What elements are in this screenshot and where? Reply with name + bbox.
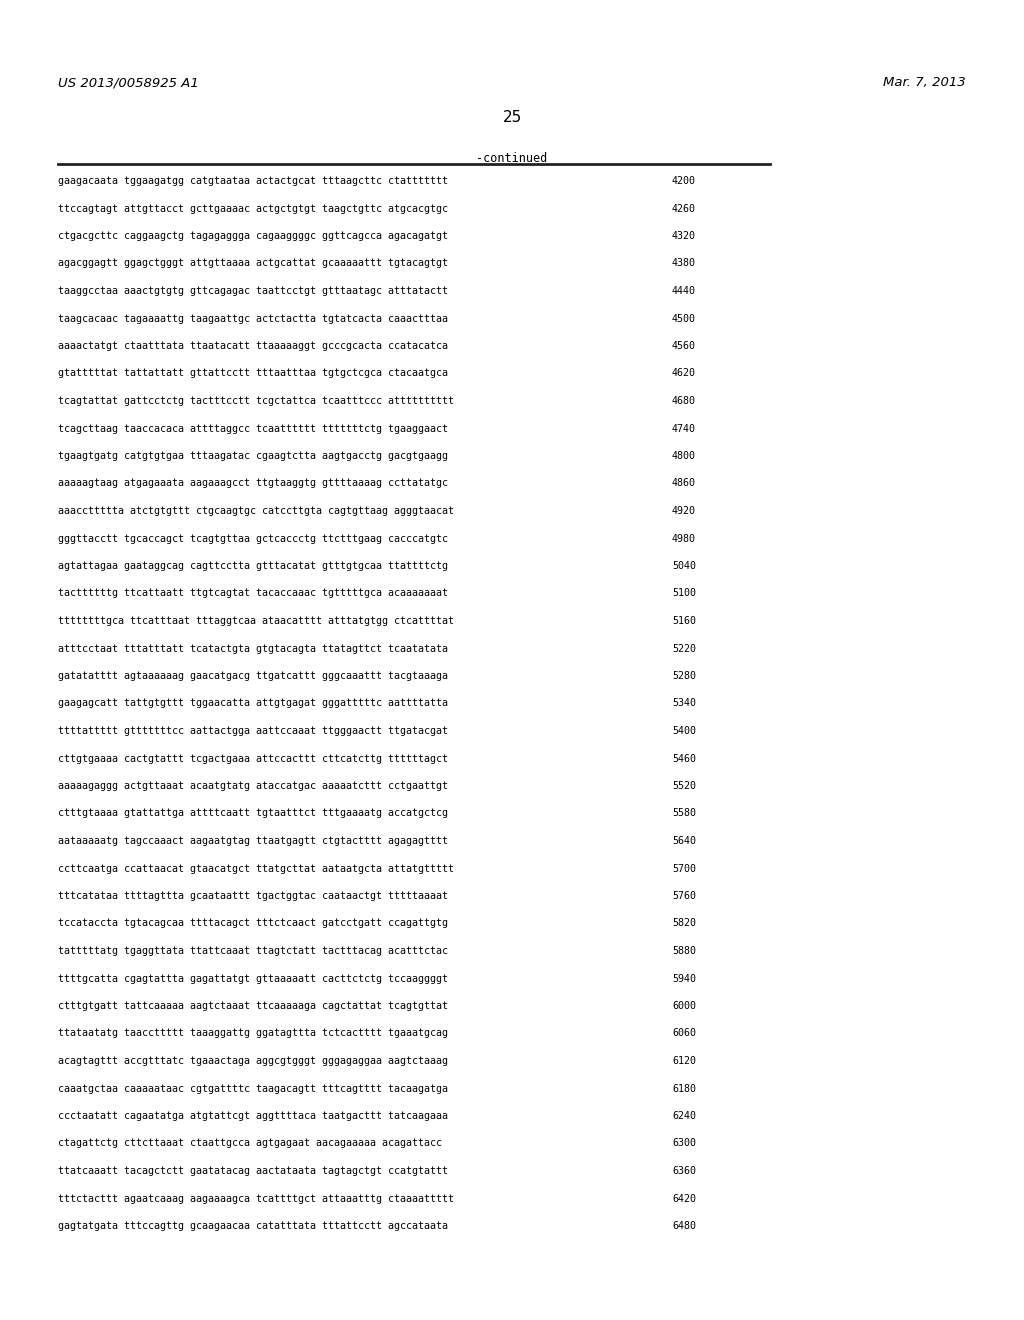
Text: ttttgcatta cgagtattta gagattatgt gttaaaaatt cacttctctg tccaaggggt: ttttgcatta cgagtattta gagattatgt gttaaaa… [58,974,449,983]
Text: 5880: 5880 [672,946,696,956]
Text: ttataatatg taaccttttt taaaggattg ggatagttta tctcactttt tgaaatgcag: ttataatatg taaccttttt taaaggattg ggatagt… [58,1028,449,1039]
Text: gaagacaata tggaagatgg catgtaataa actactgcat tttaagcttc ctattttttt: gaagacaata tggaagatgg catgtaataa actactg… [58,176,449,186]
Text: gatatatttt agtaaaaaag gaacatgacg ttgatcattt gggcaaattt tacgtaaaga: gatatatttt agtaaaaaag gaacatgacg ttgatca… [58,671,449,681]
Text: 4680: 4680 [672,396,696,407]
Text: aaaaagaggg actgttaaat acaatgtatg ataccatgac aaaaatcttt cctgaattgt: aaaaagaggg actgttaaat acaatgtatg ataccat… [58,781,449,791]
Text: ttatcaaatt tacagctctt gaatatacag aactataata tagtagctgt ccatgtattt: ttatcaaatt tacagctctt gaatatacag aactata… [58,1166,449,1176]
Text: 5280: 5280 [672,671,696,681]
Text: 5640: 5640 [672,836,696,846]
Text: 6420: 6420 [672,1193,696,1204]
Text: -continued: -continued [476,152,548,165]
Text: 4320: 4320 [672,231,696,242]
Text: gaagagcatt tattgtgttt tggaacatta attgtgagat gggatttttc aattttatta: gaagagcatt tattgtgttt tggaacatta attgtga… [58,698,449,709]
Text: aaaactatgt ctaatttata ttaatacatt ttaaaaaggt gcccgcacta ccatacatca: aaaactatgt ctaatttata ttaatacatt ttaaaaa… [58,341,449,351]
Text: aataaaaatg tagccaaact aagaatgtag ttaatgagtt ctgtactttt agagagtttt: aataaaaatg tagccaaact aagaatgtag ttaatga… [58,836,449,846]
Text: 5340: 5340 [672,698,696,709]
Text: 6180: 6180 [672,1084,696,1093]
Text: 5100: 5100 [672,589,696,598]
Text: ctttgtaaaa gtattattga attttcaatt tgtaatttct tttgaaaatg accatgctcg: ctttgtaaaa gtattattga attttcaatt tgtaatt… [58,808,449,818]
Text: 5580: 5580 [672,808,696,818]
Text: 6120: 6120 [672,1056,696,1067]
Text: gagtatgata tttccagttg gcaagaacaa catatttata tttattcctt agccataata: gagtatgata tttccagttg gcaagaacaa catattt… [58,1221,449,1232]
Text: atttcctaat tttatttatt tcatactgta gtgtacagta ttatagttct tcaatatata: atttcctaat tttatttatt tcatactgta gtgtaca… [58,644,449,653]
Text: Mar. 7, 2013: Mar. 7, 2013 [884,77,966,88]
Text: 4200: 4200 [672,176,696,186]
Text: 5400: 5400 [672,726,696,737]
Text: ttttttttgca ttcatttaat tttaggtcaa ataacatttt atttatgtgg ctcattttat: ttttttttgca ttcatttaat tttaggtcaa ataaca… [58,616,454,626]
Text: 4980: 4980 [672,533,696,544]
Text: tttctacttt agaatcaaag aagaaaagca tcattttgct attaaatttg ctaaaattttt: tttctacttt agaatcaaag aagaaaagca tcatttt… [58,1193,454,1204]
Text: ctttgtgatt tattcaaaaa aagtctaaat ttcaaaaaga cagctattat tcagtgttat: ctttgtgatt tattcaaaaa aagtctaaat ttcaaaa… [58,1001,449,1011]
Text: 6060: 6060 [672,1028,696,1039]
Text: 25: 25 [503,110,521,125]
Text: ccttcaatga ccattaacat gtaacatgct ttatgcttat aataatgcta attatgttttt: ccttcaatga ccattaacat gtaacatgct ttatgct… [58,863,454,874]
Text: taaggcctaa aaactgtgtg gttcagagac taattcctgt gtttaatagc atttatactt: taaggcctaa aaactgtgtg gttcagagac taattcc… [58,286,449,296]
Text: ccctaatatt cagaatatga atgtattcgt aggttttaca taatgacttt tatcaagaaa: ccctaatatt cagaatatga atgtattcgt aggtttt… [58,1111,449,1121]
Text: 4380: 4380 [672,259,696,268]
Text: 5220: 5220 [672,644,696,653]
Text: 4740: 4740 [672,424,696,433]
Text: gtatttttat tattattatt gttattcctt tttaatttaa tgtgctcgca ctacaatgca: gtatttttat tattattatt gttattcctt tttaatt… [58,368,449,379]
Text: agtattagaa gaataggcag cagttcctta gtttacatat gtttgtgcaa ttattttctg: agtattagaa gaataggcag cagttcctta gtttaca… [58,561,449,572]
Text: caaatgctaa caaaaataac cgtgattttc taagacagtt tttcagtttt tacaagatga: caaatgctaa caaaaataac cgtgattttc taagaca… [58,1084,449,1093]
Text: 4560: 4560 [672,341,696,351]
Text: tatttttatg tgaggttata ttattcaaat ttagtctatt tactttacag acatttctac: tatttttatg tgaggttata ttattcaaat ttagtct… [58,946,449,956]
Text: aaaccttttta atctgtgttt ctgcaagtgc catccttgta cagtgttaag agggtaacat: aaaccttttta atctgtgttt ctgcaagtgc catcct… [58,506,454,516]
Text: 4500: 4500 [672,314,696,323]
Text: gggttacctt tgcaccagct tcagtgttaa gctcaccctg ttctttgaag cacccatgtc: gggttacctt tgcaccagct tcagtgttaa gctcacc… [58,533,449,544]
Text: tttcatataa ttttagttta gcaataattt tgactggtac caataactgt tttttaaaat: tttcatataa ttttagttta gcaataattt tgactgg… [58,891,449,902]
Text: taagcacaac tagaaaattg taagaattgc actctactta tgtatcacta caaactttaa: taagcacaac tagaaaattg taagaattgc actctac… [58,314,449,323]
Text: 5520: 5520 [672,781,696,791]
Text: ctgacgcttc caggaagctg tagagaggga cagaaggggc ggttcagcca agacagatgt: ctgacgcttc caggaagctg tagagaggga cagaagg… [58,231,449,242]
Text: 4440: 4440 [672,286,696,296]
Text: 6240: 6240 [672,1111,696,1121]
Text: 4260: 4260 [672,203,696,214]
Text: ttccagtagt attgttacct gcttgaaaac actgctgtgt taagctgttc atgcacgtgc: ttccagtagt attgttacct gcttgaaaac actgctg… [58,203,449,214]
Text: 5700: 5700 [672,863,696,874]
Text: tcagtattat gattcctctg tactttcctt tcgctattca tcaatttccc atttttttttt: tcagtattat gattcctctg tactttcctt tcgctat… [58,396,454,407]
Text: 6000: 6000 [672,1001,696,1011]
Text: tacttttttg ttcattaatt ttgtcagtat tacaccaaac tgtttttgca acaaaaaaat: tacttttttg ttcattaatt ttgtcagtat tacacca… [58,589,449,598]
Text: 4860: 4860 [672,479,696,488]
Text: acagtagttt accgtttatc tgaaactaga aggcgtgggt gggagaggaa aagtctaaag: acagtagttt accgtttatc tgaaactaga aggcgtg… [58,1056,449,1067]
Text: tgaagtgatg catgtgtgaa tttaagatac cgaagtctta aagtgacctg gacgtgaagg: tgaagtgatg catgtgtgaa tttaagatac cgaagtc… [58,451,449,461]
Text: 4800: 4800 [672,451,696,461]
Text: ttttattttt gtttttttcc aattactgga aattccaaat ttgggaactt ttgatacgat: ttttattttt gtttttttcc aattactgga aattcca… [58,726,449,737]
Text: 6360: 6360 [672,1166,696,1176]
Text: tccataccta tgtacagcaa ttttacagct tttctcaact gatcctgatt ccagattgtg: tccataccta tgtacagcaa ttttacagct tttctca… [58,919,449,928]
Text: 5820: 5820 [672,919,696,928]
Text: ctagattctg cttcttaaat ctaattgcca agtgagaat aacagaaaaa acagattacc: ctagattctg cttcttaaat ctaattgcca agtgaga… [58,1138,442,1148]
Text: 5460: 5460 [672,754,696,763]
Text: 4620: 4620 [672,368,696,379]
Text: 5760: 5760 [672,891,696,902]
Text: 6300: 6300 [672,1138,696,1148]
Text: tcagcttaag taaccacaca attttaggcc tcaatttttt tttttttctg tgaaggaact: tcagcttaag taaccacaca attttaggcc tcaattt… [58,424,449,433]
Text: 6480: 6480 [672,1221,696,1232]
Text: US 2013/0058925 A1: US 2013/0058925 A1 [58,77,199,88]
Text: 5940: 5940 [672,974,696,983]
Text: cttgtgaaaa cactgtattt tcgactgaaa attccacttt cttcatcttg ttttttagct: cttgtgaaaa cactgtattt tcgactgaaa attccac… [58,754,449,763]
Text: 5040: 5040 [672,561,696,572]
Text: 5160: 5160 [672,616,696,626]
Text: agacggagtt ggagctgggt attgttaaaa actgcattat gcaaaaattt tgtacagtgt: agacggagtt ggagctgggt attgttaaaa actgcat… [58,259,449,268]
Text: 4920: 4920 [672,506,696,516]
Text: aaaaagtaag atgagaaata aagaaagcct ttgtaaggtg gttttaaaag ccttatatgc: aaaaagtaag atgagaaata aagaaagcct ttgtaag… [58,479,449,488]
